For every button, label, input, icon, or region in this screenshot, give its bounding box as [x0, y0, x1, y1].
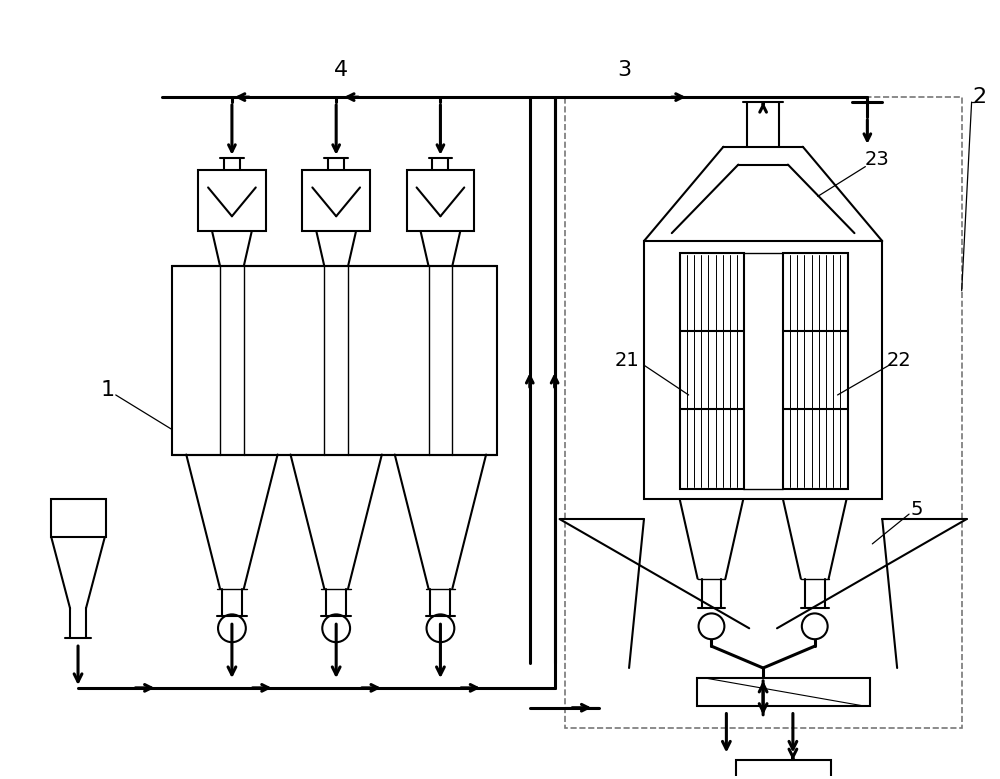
Bar — [783, 253, 848, 489]
Text: 23: 23 — [865, 150, 890, 169]
Bar — [407, 170, 474, 231]
Bar — [51, 499, 106, 537]
Bar — [302, 170, 370, 231]
Text: 4: 4 — [334, 60, 348, 80]
Bar — [697, 678, 870, 706]
Text: 1: 1 — [101, 380, 115, 400]
Bar — [680, 253, 744, 489]
Bar — [198, 170, 266, 231]
Text: 21: 21 — [615, 351, 639, 370]
Bar — [565, 97, 962, 728]
Text: 5: 5 — [911, 499, 923, 519]
Text: 2: 2 — [972, 87, 987, 107]
Bar — [743, 253, 783, 489]
Bar — [736, 760, 831, 779]
Bar — [172, 266, 497, 454]
Text: 3: 3 — [617, 60, 631, 80]
Text: 22: 22 — [887, 351, 912, 370]
Bar — [644, 241, 882, 499]
